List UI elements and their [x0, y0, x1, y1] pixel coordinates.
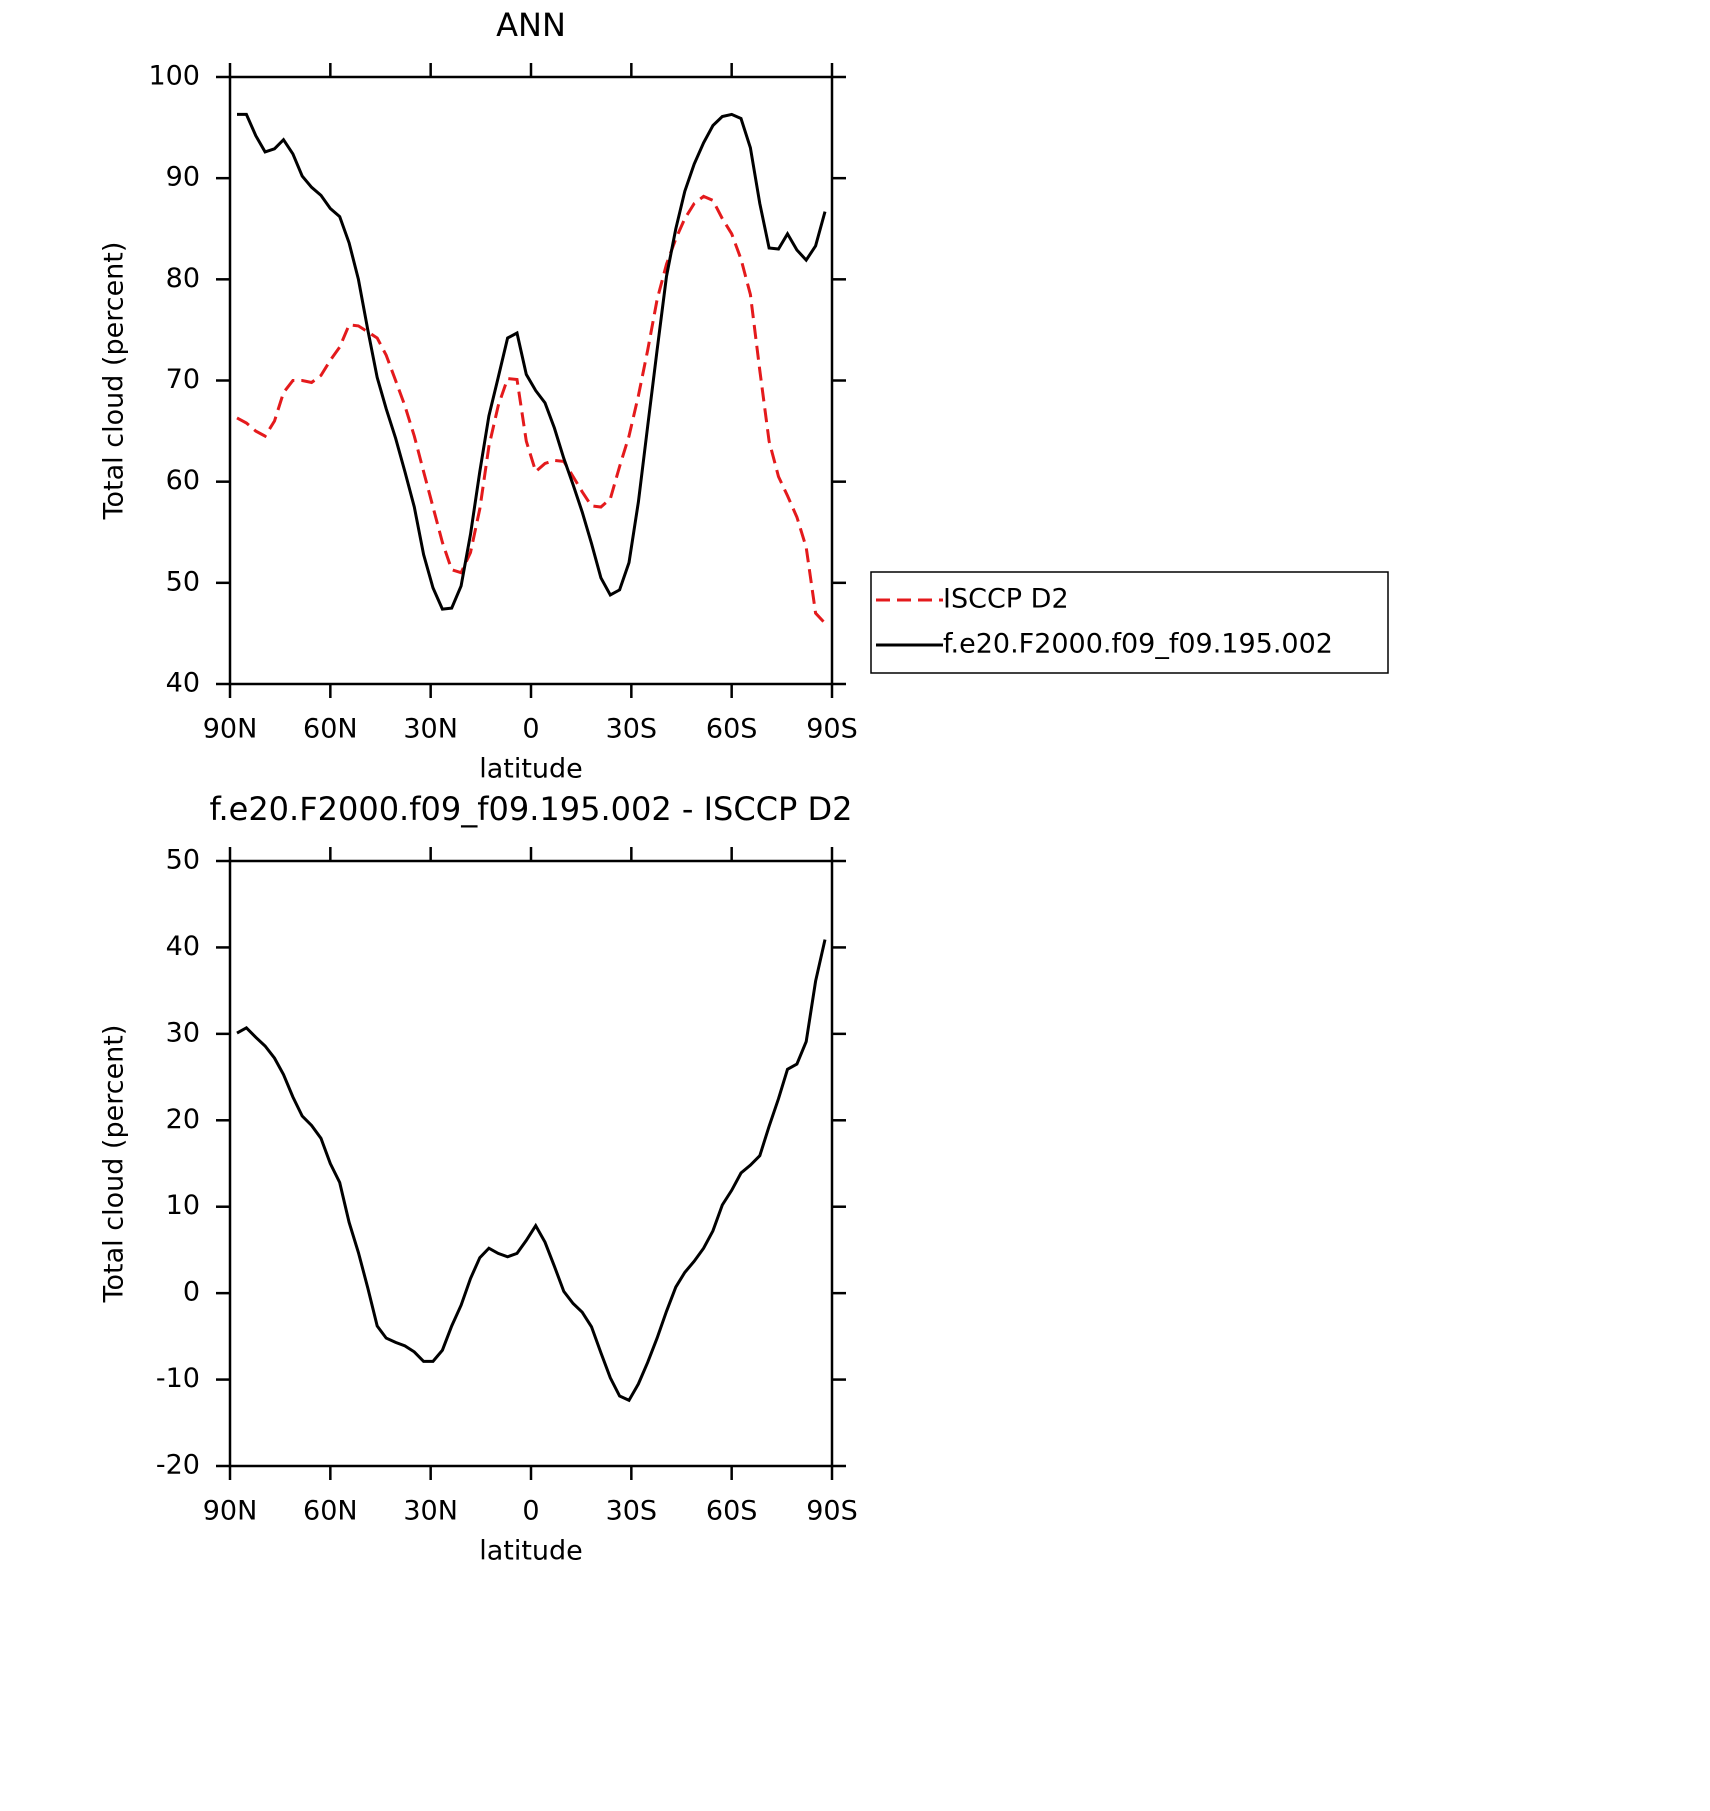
chart-title: f.e20.F2000.f09_f09.195.002 - ISCCP D2 [210, 790, 853, 828]
y-tick-label: 20 [166, 1104, 200, 1135]
y-tick-label: -20 [156, 1450, 200, 1481]
data-line [237, 112, 827, 611]
y-tick-label: 50 [166, 566, 200, 597]
x-tick-label: 30S [606, 714, 658, 745]
data-line [236, 194, 827, 625]
y-tick-label: 70 [166, 364, 200, 395]
y-axis-label: Total cloud (percent) [99, 1025, 130, 1304]
x-tick-label: 30N [403, 1496, 458, 1527]
y-tick-label: -10 [156, 1363, 200, 1394]
x-axis-label: latitude [479, 754, 583, 785]
y-axis-label: Total cloud (percent) [99, 242, 130, 521]
legend-label: ISCCP D2 [943, 584, 1069, 615]
x-tick-label: 90N [203, 714, 258, 745]
x-tick-label: 60S [706, 714, 758, 745]
y-tick-label: 80 [166, 263, 200, 294]
x-tick-label: 60S [706, 1496, 758, 1527]
y-tick-label: 40 [166, 668, 200, 699]
plot-frame [228, 859, 834, 1468]
x-tick-label: 90S [806, 1496, 858, 1527]
x-axis-label: latitude [479, 1536, 583, 1567]
y-tick-label: 40 [166, 931, 200, 962]
y-tick-label: 60 [166, 465, 200, 496]
x-tick-label: 90N [203, 1496, 258, 1527]
y-tick-label: 30 [166, 1017, 200, 1048]
y-tick-label: 10 [166, 1190, 200, 1221]
x-tick-label: 60N [303, 714, 358, 745]
y-tick-label: 100 [148, 61, 200, 92]
chart-title: ANN [496, 6, 566, 44]
data-line [236, 939, 827, 1403]
x-tick-label: 0 [522, 714, 539, 745]
y-tick-label: 90 [166, 162, 200, 193]
x-tick-label: 0 [522, 1496, 539, 1527]
legend-box [870, 571, 1389, 674]
x-tick-label: 90S [806, 714, 858, 745]
legend-label: f.e20.F2000.f09_f09.195.002 [943, 629, 1333, 660]
x-tick-label: 30N [403, 714, 458, 745]
x-tick-label: 60N [303, 1496, 358, 1527]
y-tick-label: 50 [166, 845, 200, 876]
x-tick-label: 30S [606, 1496, 658, 1527]
y-tick-label: 0 [183, 1277, 200, 1308]
